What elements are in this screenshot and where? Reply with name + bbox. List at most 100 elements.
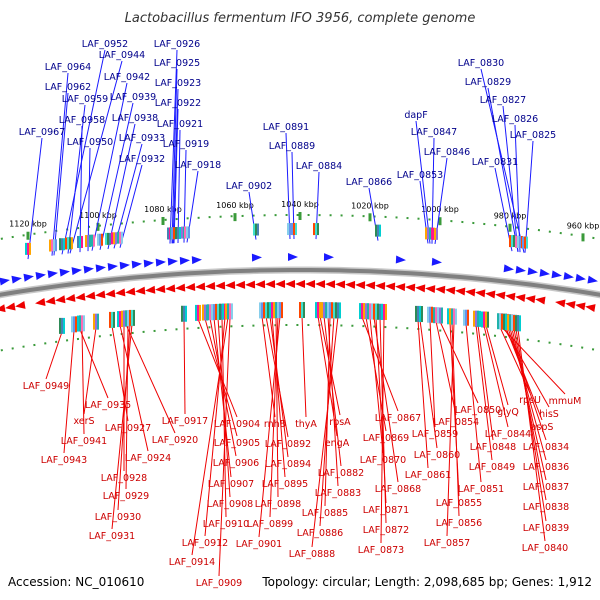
reverse-gene-arrow	[95, 290, 106, 299]
forward-gene-label-laf-0891: LAF_0891	[263, 122, 309, 133]
forward-feature-strip	[117, 231, 119, 244]
reverse-feature-strip	[299, 302, 301, 319]
reverse-gene-label-laf-0844: LAF_0844	[485, 429, 531, 440]
forward-feature-strip	[71, 237, 73, 250]
forward-feature-strip	[101, 233, 103, 246]
reverse-feature-strip	[373, 303, 375, 320]
forward-leader-line	[177, 129, 181, 244]
reverse-feature-strip	[361, 303, 363, 320]
reverse-gene-arrow	[235, 280, 246, 289]
forward-gene-label-laf-0847: LAF_0847	[411, 127, 457, 138]
reverse-leader-line	[419, 319, 438, 449]
reverse-feature-strip	[335, 302, 337, 319]
forward-feature-strip	[25, 242, 27, 255]
reverse-gene-label-laf-0907: LAF_0907	[208, 479, 254, 490]
reverse-gene-arrow	[105, 289, 116, 298]
reverse-feature-strip	[377, 303, 379, 320]
reverse-gene-arrow	[115, 288, 126, 297]
reverse-feature-strip	[427, 306, 429, 323]
forward-strand-genes: LAF_0952 LAF_0926 LAF_0944 LAF_0925 LAF_0964…	[0, 39, 598, 286]
reverse-gene-arrow	[435, 285, 446, 294]
forward-feature-strip	[287, 223, 289, 236]
forward-gene-label-laf-0967: LAF_0967	[19, 127, 65, 138]
forward-gene-label-laf-0932: LAF_0932	[119, 154, 165, 165]
forward-feature-strip	[49, 239, 51, 252]
reverse-leader-line	[79, 329, 109, 399]
kbp-tick-mark	[233, 213, 237, 222]
forward-leader-line	[431, 137, 435, 244]
forward-feature-strip	[524, 236, 526, 249]
forward-feature-strip	[184, 226, 186, 239]
forward-gene-arrow	[191, 256, 202, 265]
reverse-gene-label-thya: thyA	[295, 419, 317, 430]
reverse-gene-label-laf-0909: LAF_0909	[196, 578, 242, 589]
forward-feature-strip	[375, 224, 377, 237]
forward-feature-strip	[519, 235, 521, 248]
reverse-gene-label-laf-0857: LAF_0857	[424, 538, 470, 549]
forward-feature-strip	[253, 223, 255, 236]
reverse-gene-arrow	[285, 279, 296, 288]
forward-leader-line	[171, 68, 178, 244]
reverse-feature-strip	[271, 302, 273, 319]
forward-feature-strip	[522, 236, 524, 249]
reverse-leader-line	[369, 317, 384, 454]
reverse-feature-strip	[465, 309, 467, 326]
kbp-tick-mark	[581, 233, 585, 242]
reverse-feature-strip	[365, 303, 367, 320]
reverse-feature-strip	[439, 307, 441, 324]
reverse-gene-arrow	[205, 281, 216, 290]
reverse-leader-line	[183, 319, 186, 415]
forward-leader-line	[61, 49, 106, 255]
forward-gene-arrow	[95, 264, 106, 273]
reverse-feature-strip	[59, 317, 61, 334]
reverse-gene-label-laf-0834: LAF_0834	[523, 442, 569, 453]
reverse-feature-strip	[79, 315, 81, 332]
reverse-feature-strip	[185, 305, 187, 322]
reverse-gene-arrow	[325, 280, 336, 289]
reverse-feature-strip	[477, 310, 479, 327]
reverse-feature-strip	[419, 305, 421, 322]
forward-leader-line	[53, 92, 69, 256]
reverse-feature-strip	[181, 305, 183, 322]
reverse-feature-strip	[267, 302, 269, 319]
forward-gene-arrow	[131, 260, 142, 269]
reverse-feature-strip	[71, 316, 73, 333]
forward-feature-strip	[255, 223, 257, 236]
reverse-feature-strip	[279, 302, 281, 319]
forward-gene-label-laf-0826: LAF_0826	[492, 114, 538, 125]
reverse-leader-line	[380, 317, 385, 544]
reverse-leader-line	[213, 318, 232, 478]
reverse-gene-label-laf-0860: LAF_0860	[414, 450, 460, 461]
forward-gene-label-laf-0827: LAF_0827	[480, 95, 526, 106]
reverse-gene-label-laf-0930: LAF_0930	[95, 512, 141, 523]
forward-feature-strip	[436, 227, 438, 240]
forward-feature-strip	[509, 235, 511, 248]
reverse-feature-strip	[375, 303, 377, 320]
reverse-feature-strip	[487, 311, 489, 328]
reverse-feature-strip	[321, 302, 323, 319]
reverse-feature-strip	[505, 314, 507, 331]
forward-feature-strip	[379, 224, 381, 237]
reverse-gene-arrow	[215, 281, 226, 290]
inner-scale-ring	[0, 324, 600, 352]
reverse-feature-strip	[421, 306, 423, 323]
reverse-gene-label-laf-0856: LAF_0856	[436, 518, 482, 529]
forward-gene-label-laf-0902: LAF_0902	[226, 181, 272, 192]
reverse-feature-strip	[121, 310, 123, 327]
reverse-feature-strip	[113, 311, 115, 328]
reverse-leader-line	[485, 325, 509, 406]
reverse-gene-arrow	[315, 280, 326, 289]
reverse-feature-strip	[415, 305, 417, 322]
forward-feature-strip	[121, 231, 123, 244]
forward-leader-line	[502, 105, 519, 252]
reverse-gene-label-laf-0870: LAF_0870	[360, 455, 406, 466]
forward-feature-strip	[429, 227, 431, 240]
forward-feature-strip	[313, 223, 315, 236]
forward-leader-line	[480, 68, 525, 253]
reverse-gene-label-laf-0941: LAF_0941	[61, 436, 107, 447]
forward-gene-label-laf-0830: LAF_0830	[458, 58, 504, 69]
forward-feature-strip	[293, 223, 295, 236]
forward-gene-arrow	[179, 256, 190, 265]
